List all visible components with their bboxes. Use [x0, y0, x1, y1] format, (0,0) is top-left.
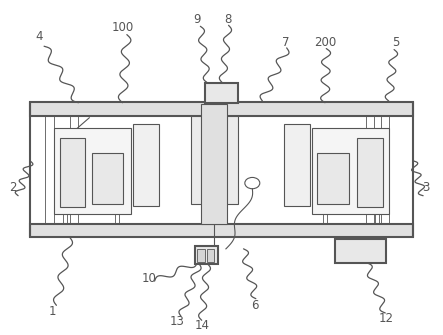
Bar — [92, 152, 123, 204]
Text: 100: 100 — [111, 21, 134, 35]
Text: 1: 1 — [48, 306, 56, 319]
Bar — [197, 249, 205, 262]
Bar — [195, 246, 218, 264]
Text: 5: 5 — [392, 37, 399, 49]
Text: 4: 4 — [35, 30, 43, 43]
Bar — [357, 138, 383, 207]
Text: 7: 7 — [282, 37, 289, 49]
Bar — [190, 116, 238, 204]
Bar — [284, 124, 310, 206]
Text: 13: 13 — [170, 316, 185, 328]
Bar — [133, 124, 159, 206]
Bar — [30, 102, 413, 116]
Bar — [54, 128, 131, 214]
Text: 200: 200 — [314, 37, 336, 49]
Text: 6: 6 — [251, 299, 258, 312]
Bar — [201, 105, 227, 224]
Text: 8: 8 — [225, 13, 232, 26]
Text: 2: 2 — [9, 181, 16, 194]
Bar — [335, 239, 386, 263]
Text: 9: 9 — [194, 13, 201, 26]
Text: 3: 3 — [423, 181, 430, 194]
Bar — [206, 249, 214, 262]
Text: 14: 14 — [194, 319, 209, 332]
Bar — [205, 83, 238, 103]
Bar — [30, 224, 413, 237]
Text: 10: 10 — [141, 272, 156, 285]
Bar — [318, 152, 349, 204]
Text: 12: 12 — [379, 312, 394, 325]
Bar — [60, 138, 85, 207]
Bar — [312, 128, 389, 214]
